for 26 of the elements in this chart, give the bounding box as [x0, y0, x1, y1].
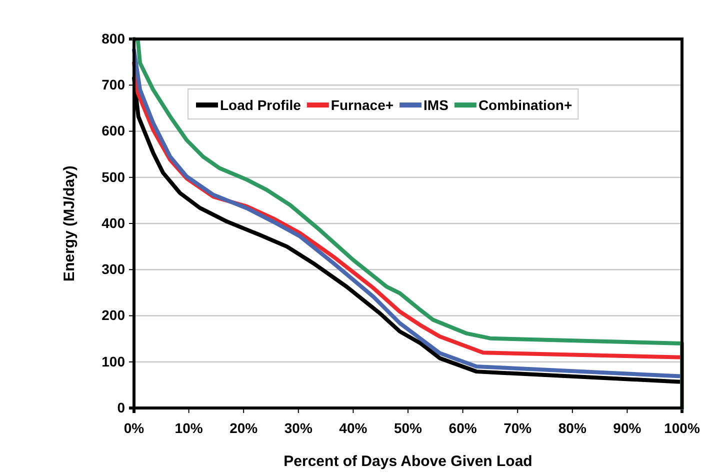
- x-tick-label: 40%: [339, 420, 368, 436]
- x-tick-label: 0%: [124, 420, 145, 436]
- legend-label: IMS: [424, 97, 448, 113]
- legend-label: Furnace+: [330, 97, 394, 113]
- y-axis-title: Energy (MJ/day): [61, 166, 78, 282]
- x-axis-title: Percent of Days Above Given Load: [284, 453, 532, 470]
- y-tick-label: 700: [102, 76, 126, 93]
- x-tick-label: 100%: [664, 420, 700, 436]
- x-tick-label: 90%: [613, 420, 642, 436]
- x-tick-label: 70%: [504, 420, 532, 436]
- x-tick-label: 50%: [394, 420, 423, 436]
- y-tick-label: 0: [117, 399, 126, 416]
- y-tick-label: 600: [102, 122, 126, 139]
- x-tick-label: 60%: [448, 420, 478, 436]
- y-tick-label: 400: [102, 214, 126, 231]
- y-tick-label: 100: [102, 353, 126, 370]
- x-tick-label: 10%: [174, 420, 204, 436]
- y-tick-label: 300: [102, 261, 126, 278]
- legend-label: Load Profile: [220, 97, 302, 113]
- legend-label: Combination+: [478, 97, 572, 113]
- x-tick-label: 30%: [284, 420, 313, 436]
- x-tick-label: 20%: [230, 420, 258, 436]
- x-tick-label: 80%: [558, 420, 587, 436]
- y-tick-label: 500: [102, 168, 126, 185]
- y-tick-label: 800: [102, 30, 126, 46]
- y-tick-label: 200: [102, 307, 126, 324]
